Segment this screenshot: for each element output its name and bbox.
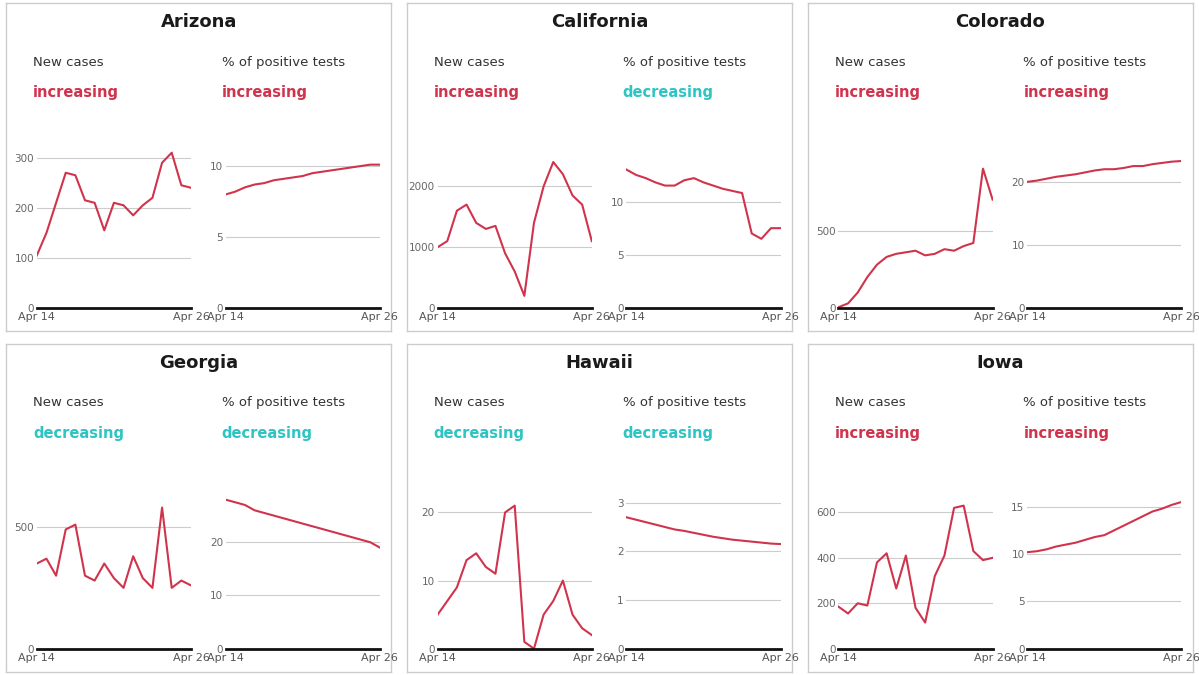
Text: % of positive tests: % of positive tests (622, 396, 746, 410)
Text: % of positive tests: % of positive tests (1024, 396, 1146, 410)
Text: increasing: increasing (1024, 426, 1109, 441)
Text: decreasing: decreasing (32, 426, 123, 441)
Text: Arizona: Arizona (161, 14, 237, 31)
Text: % of positive tests: % of positive tests (222, 396, 345, 410)
Text: increasing: increasing (835, 85, 921, 101)
Text: increasing: increasing (1024, 85, 1109, 101)
Text: decreasing: decreasing (222, 426, 313, 441)
Text: Hawaii: Hawaii (566, 354, 633, 372)
Text: % of positive tests: % of positive tests (622, 56, 746, 69)
Text: New cases: New cases (835, 396, 905, 410)
Text: New cases: New cases (434, 396, 505, 410)
Text: California: California (550, 14, 649, 31)
Text: decreasing: decreasing (622, 85, 713, 101)
Text: decreasing: decreasing (622, 426, 713, 441)
Text: Colorado: Colorado (956, 14, 1046, 31)
Text: increasing: increasing (222, 85, 308, 101)
Text: increasing: increasing (434, 85, 520, 101)
Text: % of positive tests: % of positive tests (1024, 56, 1146, 69)
Text: New cases: New cases (32, 56, 103, 69)
Text: New cases: New cases (32, 396, 103, 410)
Text: New cases: New cases (434, 56, 505, 69)
Text: Iowa: Iowa (976, 354, 1024, 372)
Text: increasing: increasing (835, 426, 921, 441)
Text: % of positive tests: % of positive tests (222, 56, 345, 69)
Text: Georgia: Georgia (159, 354, 239, 372)
Text: decreasing: decreasing (434, 426, 525, 441)
Text: New cases: New cases (835, 56, 905, 69)
Text: increasing: increasing (32, 85, 119, 101)
